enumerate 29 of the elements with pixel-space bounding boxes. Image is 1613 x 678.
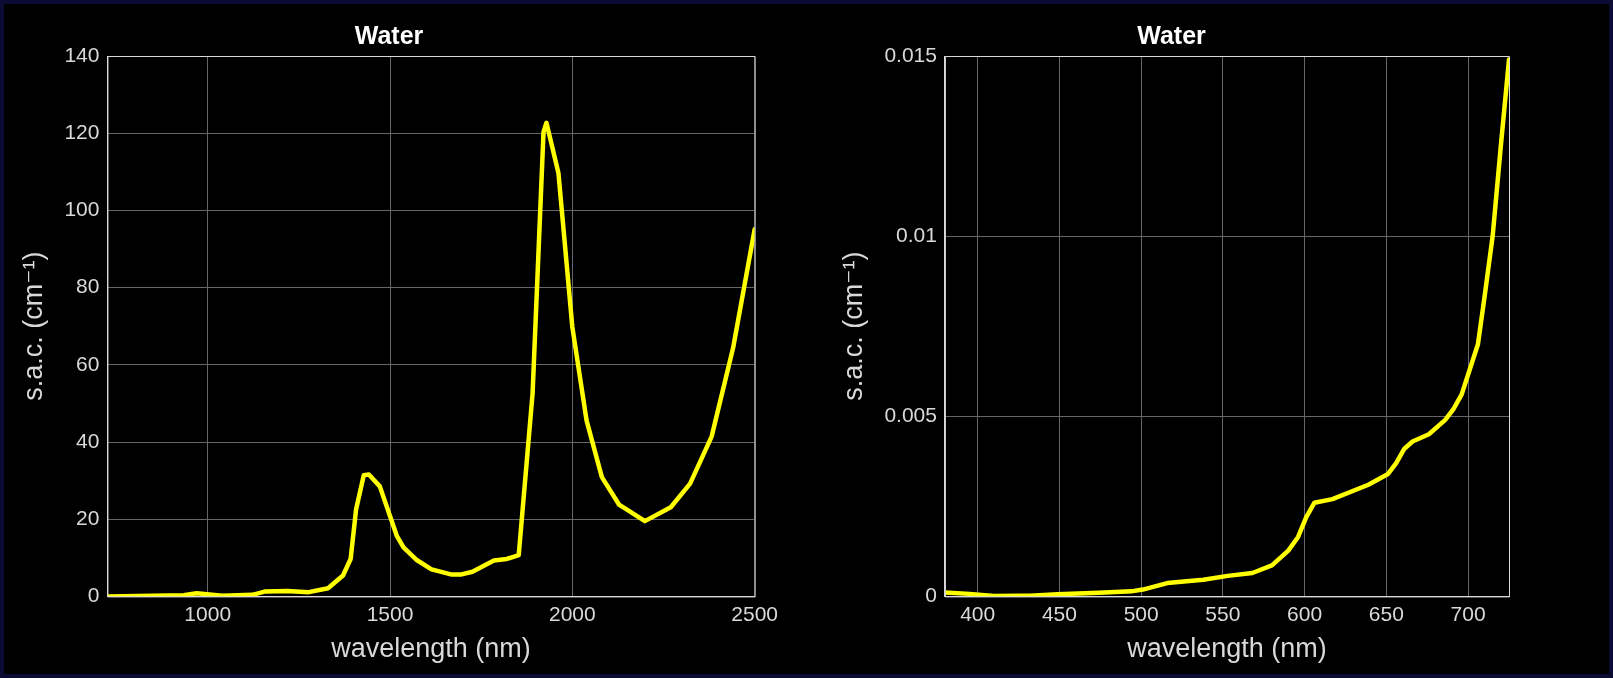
x-tick-label: 450 — [1041, 601, 1077, 625]
x-tick-label: 650 — [1368, 601, 1404, 625]
y-tick-label: 20 — [76, 506, 100, 529]
y-tick-label: 100 — [64, 197, 100, 221]
y-tick-label: 140 — [64, 42, 100, 66]
y-tick-label: 40 — [76, 428, 100, 452]
x-tick-label: 2500 — [731, 601, 778, 625]
x-axis-title: wavelength (nm) — [1126, 633, 1327, 664]
chart-title: Water — [354, 20, 424, 49]
x-tick-label: 400 — [960, 601, 996, 625]
y-tick-label: 80 — [76, 274, 100, 298]
x-tick-label: 500 — [1123, 601, 1159, 625]
x-tick-label: 700 — [1450, 601, 1486, 625]
x-tick-label: 1500 — [366, 601, 414, 625]
chart-title: Water — [1137, 20, 1207, 49]
x-tick-label: 550 — [1205, 601, 1241, 625]
x-tick-label: 600 — [1287, 601, 1323, 625]
x-tick-label: 2000 — [548, 601, 596, 625]
y-axis-title: s.a.c. (cm⁻¹) — [837, 251, 868, 401]
y-tick-label: 0.005 — [884, 403, 937, 427]
y-tick-label: 0.01 — [896, 222, 937, 246]
y-tick-label: 0 — [87, 583, 100, 607]
x-axis-title: wavelength (nm) — [330, 633, 531, 664]
y-tick-label: 120 — [64, 120, 100, 143]
y-axis-title: s.a.c. (cm⁻¹) — [17, 251, 48, 401]
x-tick-label: 1000 — [184, 601, 232, 625]
y-tick-label: 60 — [76, 351, 100, 375]
y-tick-label: 0.015 — [884, 42, 937, 66]
y-tick-label: 0 — [925, 583, 937, 607]
